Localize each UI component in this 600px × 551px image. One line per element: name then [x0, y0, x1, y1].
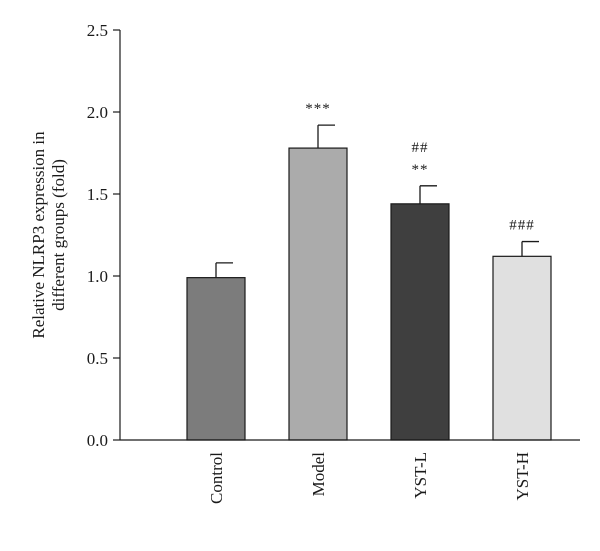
- y-axis-label-line: Relative NLRP3 expression in: [29, 131, 48, 339]
- significance-label: **: [412, 162, 429, 178]
- y-tick-label: 2.5: [87, 21, 108, 40]
- bar-model: [288, 147, 348, 441]
- y-axis: 0.0 0.5 1.0 1.5 2.0 2.5: [87, 21, 121, 450]
- bar-yst-l: [390, 203, 450, 441]
- x-tick-label: Control: [207, 452, 226, 504]
- y-tick-label: 0.5: [87, 349, 108, 368]
- significance-label: ###: [509, 218, 535, 234]
- x-axis: Control Model YST-L YST-H: [120, 439, 580, 504]
- significance-label: ***: [305, 101, 331, 117]
- bar-control: [186, 277, 246, 441]
- x-tick-label: YST-L: [411, 452, 430, 499]
- bar-yst-h: [492, 255, 552, 441]
- y-tick-label: 1.0: [87, 267, 108, 286]
- bars: *** ## ** ###: [186, 101, 552, 441]
- y-tick-label: 2.0: [87, 103, 108, 122]
- y-tick-label: 0.0: [87, 431, 108, 450]
- significance-label: ##: [412, 140, 429, 156]
- x-tick-label: Model: [309, 452, 328, 497]
- y-axis-label-line: different groups (fold): [49, 159, 68, 311]
- y-tick-label: 1.5: [87, 185, 108, 204]
- x-tick-label: YST-H: [513, 452, 532, 501]
- y-axis-label: Relative NLRP3 expression in different gr…: [29, 131, 68, 339]
